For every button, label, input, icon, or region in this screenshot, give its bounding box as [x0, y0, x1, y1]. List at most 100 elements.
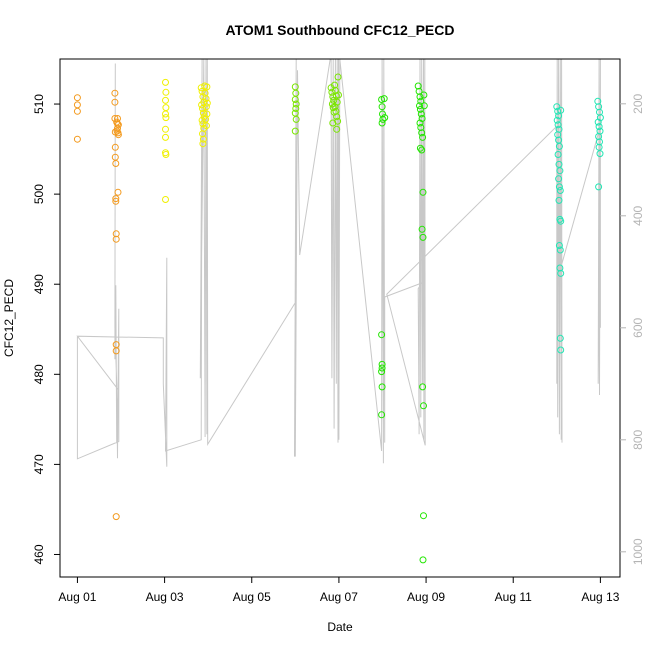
data-point-s5-4	[553, 116, 561, 124]
data-point-s1-9	[111, 143, 119, 151]
x-tick-label: Aug 13	[581, 590, 619, 604]
data-point-s5-37	[595, 183, 603, 191]
chart-title: ATOM1 Southbound CFC12_PECD	[226, 22, 455, 38]
y-axis-label: CFC12_PECD	[2, 279, 16, 357]
data-point-s1-27	[114, 121, 122, 129]
data-point-s2-3	[162, 96, 169, 104]
data-point-s2-28	[202, 103, 210, 111]
data-point-s3-4	[292, 100, 300, 108]
data-point-s1-25	[113, 127, 121, 135]
data-point-s5-24	[557, 346, 565, 354]
data-point-s1-3	[73, 107, 81, 115]
data-point-s3-26	[335, 91, 342, 99]
x-tick-label: Aug 07	[320, 590, 358, 604]
data-point-s5-25	[557, 106, 565, 114]
x-tick-label: Aug 01	[58, 590, 96, 604]
data-point-s2-17	[199, 105, 206, 112]
data-point-s4-7	[381, 114, 389, 122]
data-point-s1-14	[112, 230, 120, 238]
data-point-s1-1	[73, 94, 81, 102]
data-point-s5-9	[555, 142, 563, 150]
data-point-s2-18	[199, 109, 207, 117]
data-point-s3-25	[334, 73, 342, 81]
data-point-s4-26	[416, 144, 424, 152]
data-point-s5-34	[596, 138, 603, 146]
data-point-s2-34	[203, 83, 211, 91]
secondary-y-axis: 200 400 600 800 1000	[620, 93, 645, 565]
data-point-s5-31	[595, 123, 603, 131]
data-point-s2-32	[203, 99, 211, 107]
pressure-trace-line	[76, 58, 601, 467]
secondary-tick-label: 600	[631, 317, 645, 337]
y-axis: 460 470 480 490 500 510	[32, 94, 60, 564]
data-point-s1-15	[112, 235, 120, 243]
data-point-s4-27	[418, 146, 426, 154]
plot-frame	[59, 58, 621, 578]
y-tick-label: 480	[32, 364, 46, 384]
data-point-s1-22	[114, 131, 122, 139]
data-point-s2-20	[198, 116, 206, 124]
data-point-s5-10	[554, 151, 562, 158]
data-point-s4-17	[417, 97, 425, 105]
data-point-s5-15	[556, 187, 564, 194]
data-point-s4-19	[416, 105, 424, 113]
data-point-s4-3	[379, 110, 386, 118]
data-point-s5-20	[556, 246, 564, 254]
x-tick-label: Aug 09	[407, 590, 445, 604]
data-point-s2-31	[202, 122, 210, 130]
data-point-s4-13	[378, 411, 386, 419]
data-point-s2-27	[202, 95, 210, 103]
data-point-s1-18	[112, 513, 120, 521]
data-point-s5-26	[594, 97, 602, 105]
data-point-s4-12	[378, 383, 386, 391]
data-point-s4-32	[420, 402, 427, 410]
data-point-s4-4	[379, 115, 387, 123]
data-point-s4-2	[378, 103, 386, 111]
data-point-s5-23	[556, 334, 564, 342]
data-point-s4-34	[419, 556, 427, 564]
data-point-s3-22	[333, 113, 341, 121]
secondary-tick-label: 1000	[631, 538, 645, 565]
x-axis: Aug 01 Aug 03 Aug 05 Aug 07 Aug 09 Aug 11 Aug …	[58, 577, 620, 604]
data-point-s2-7	[162, 125, 169, 133]
data-point-s4-30	[419, 233, 427, 241]
data-point-s2-2	[162, 88, 170, 96]
data-point-s1-12	[112, 195, 120, 203]
y-tick-label: 470	[32, 454, 46, 474]
data-point-s2-10	[162, 151, 170, 158]
data-point-s1-17	[112, 347, 120, 355]
data-point-s5-21	[556, 264, 564, 272]
x-axis-label: Date	[327, 620, 353, 634]
data-point-s3-27	[333, 125, 341, 133]
data-point-s4-24	[418, 129, 426, 137]
data-point-s3-8	[291, 127, 299, 135]
data-point-s3-10	[328, 88, 336, 96]
data-point-s1-23	[114, 188, 122, 196]
x-tick-label: Aug 03	[146, 590, 184, 604]
secondary-tick-label: 200	[631, 93, 645, 113]
y-tick-label: 490	[32, 274, 46, 294]
data-point-s2-24	[199, 135, 207, 143]
data-point-s4-36	[420, 102, 428, 110]
data-point-s1-7	[111, 115, 119, 122]
secondary-tick-label: 400	[631, 205, 645, 225]
data-point-s4-33	[420, 512, 427, 520]
data-point-s3-3	[291, 96, 299, 103]
data-point-s1-5	[111, 89, 119, 97]
data-point-s2-11	[162, 196, 169, 203]
data-point-s3-20	[331, 103, 339, 111]
data-point-s4-18	[416, 102, 423, 110]
data-point-s5-13	[555, 175, 563, 183]
data-point-s4-25	[419, 133, 427, 141]
data-point-s5-19	[555, 242, 563, 249]
data-point-s3-16	[331, 81, 339, 89]
data-point-s3-21	[332, 107, 340, 115]
y-tick-label: 510	[32, 94, 46, 114]
data-point-s5-1	[553, 103, 561, 111]
data-point-s2-1	[162, 78, 169, 86]
data-points-group	[73, 73, 604, 564]
data-point-s5-22	[557, 269, 565, 277]
data-point-s4-9	[378, 360, 386, 368]
data-point-s4-21	[418, 115, 426, 122]
